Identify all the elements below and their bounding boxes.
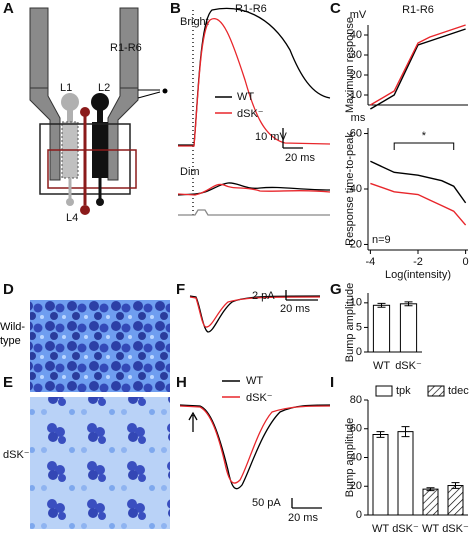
- y-tick-label: 80: [350, 394, 362, 406]
- scale-label: 20 ms: [285, 152, 315, 164]
- y-tick-label: 20: [350, 480, 362, 492]
- series-line: [370, 28, 466, 110]
- panel-label: D: [3, 281, 14, 298]
- y-tick-label: 5: [356, 321, 362, 333]
- panel-label: B: [170, 0, 181, 17]
- legend-label: WT: [237, 91, 254, 103]
- condition-label: Dim: [180, 166, 200, 178]
- error-bar: [404, 301, 413, 307]
- y-tick-label: 40: [350, 451, 362, 463]
- x-axis-label: Log(intensity): [385, 269, 451, 281]
- image-label-text: Wild-type: [0, 321, 26, 347]
- error-bar: [376, 431, 385, 438]
- panel-label: G: [330, 281, 342, 298]
- x-tick-label: dSK⁻: [392, 523, 419, 535]
- scale-label: 50 pA: [252, 497, 281, 509]
- cell-label: L1: [60, 82, 72, 94]
- legend-label: dSK⁻: [246, 392, 273, 404]
- bar: [447, 485, 464, 516]
- bar: [397, 431, 414, 516]
- legend-swatch: [375, 385, 393, 397]
- image-label: Wild-type: [0, 321, 26, 347]
- y-tick-label: 10: [350, 297, 362, 309]
- voltage-traces: [177, 7, 331, 216]
- panel-label: I: [330, 374, 334, 391]
- y-tick-label: 60: [350, 127, 362, 139]
- x-tick-label: WT: [422, 523, 439, 535]
- y-axis-label: Bump amplitude: [344, 418, 356, 498]
- bar: [422, 488, 439, 516]
- y-tick-label: 10: [350, 89, 362, 101]
- scale-label: 20 ms: [288, 512, 318, 524]
- scale-label: 2 pA: [252, 290, 275, 302]
- legend-label: tpk: [396, 385, 411, 397]
- micrograph: [30, 397, 170, 529]
- panel-label: H: [176, 374, 187, 391]
- y-tick-label: 20: [350, 69, 362, 81]
- legend-swatch: [427, 385, 445, 397]
- error-bar: [451, 482, 460, 489]
- current-traces: [189, 290, 321, 333]
- y-tick-label: 20: [350, 238, 362, 250]
- cell-label: L2: [98, 82, 110, 94]
- y-tick-label: 40: [350, 183, 362, 195]
- x-tick-label: -4: [365, 256, 375, 268]
- y-unit: ms: [351, 112, 366, 124]
- series-line: [370, 182, 467, 226]
- error-bar: [401, 426, 410, 438]
- x-tick-label: dSK⁻: [395, 360, 422, 372]
- legend-label: WT: [246, 375, 263, 387]
- x-tick-label: 0: [463, 256, 469, 268]
- scale-label: 10 mV: [255, 131, 287, 143]
- current-traces: [179, 380, 331, 509]
- legend-label: tdec: [448, 385, 469, 397]
- error-bar: [426, 487, 435, 492]
- y-axis-label: Response time-to-peak: [344, 132, 356, 246]
- bar: [372, 434, 389, 516]
- series-line: [370, 24, 466, 106]
- panel-label: A: [3, 0, 14, 17]
- y-axis-label: Bump amplitude: [344, 283, 356, 363]
- micrograph: [30, 300, 170, 392]
- panel-label: F: [176, 281, 185, 298]
- chart-title: R1-R6: [402, 4, 434, 16]
- legend-label: dSK⁻: [237, 108, 264, 120]
- x-tick-label: -2: [413, 256, 423, 268]
- y-tick-label: 30: [350, 49, 362, 61]
- y-unit: mV: [350, 9, 367, 21]
- bar: [372, 304, 391, 353]
- y-tick-label: 40: [350, 29, 362, 41]
- trace-title: R1-R6: [235, 3, 267, 15]
- condition-label: Bright: [180, 16, 209, 28]
- x-tick-label: WT: [373, 360, 390, 372]
- bar: [399, 303, 418, 353]
- image-label: dSK⁻: [3, 449, 30, 461]
- region-label: R1-R6: [110, 42, 142, 54]
- annotation: n=9: [372, 234, 391, 246]
- y-tick-label: 0: [356, 509, 362, 521]
- panel-label: E: [3, 374, 13, 391]
- series-line: [370, 160, 467, 204]
- photoreceptor-diagram: [29, 7, 168, 215]
- y-axis-label: Maximum response: [344, 17, 356, 113]
- scale-label: 20 ms: [280, 303, 310, 315]
- y-tick-label: 0: [356, 346, 362, 358]
- x-tick-label: WT: [372, 523, 389, 535]
- significance-bracket: [393, 142, 455, 150]
- annotation: *: [422, 130, 427, 142]
- x-tick-label: dSK⁻: [442, 523, 469, 535]
- cell-label: L4: [66, 212, 78, 224]
- y-tick-label: 60: [350, 423, 362, 435]
- error-bar: [377, 302, 386, 308]
- panel-label: C: [330, 0, 341, 17]
